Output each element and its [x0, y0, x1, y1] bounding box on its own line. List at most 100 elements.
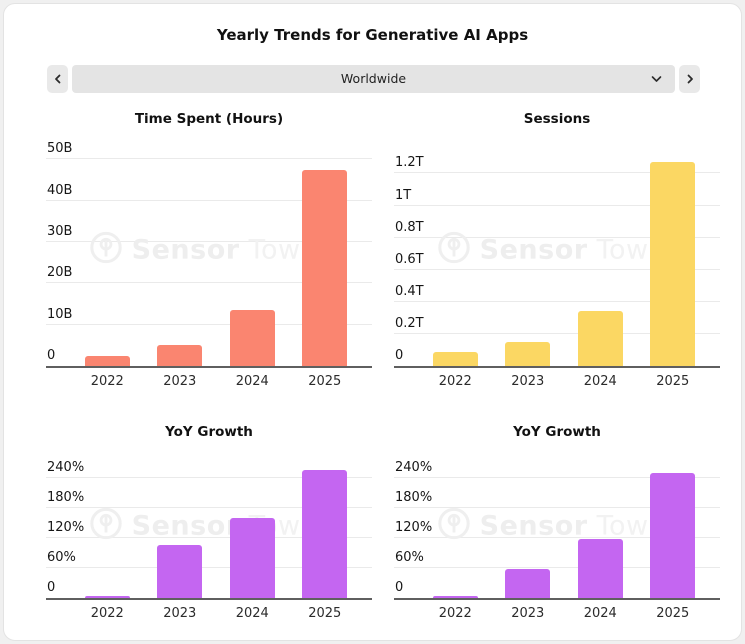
bar-slot-2022	[419, 465, 492, 598]
x-label-2022: 2022	[90, 373, 124, 389]
bar-slot-2025	[637, 151, 710, 366]
bar-2024[interactable]	[229, 517, 275, 598]
bar-slot-2022	[71, 151, 144, 366]
bar-2022[interactable]	[84, 356, 130, 366]
chart-yoy-growth-time-spent: YoY Growth Sensor Tower 0 60% 120% 180% 240% 202…	[46, 424, 372, 622]
gridline-50B	[46, 158, 372, 160]
next-region-button[interactable]	[679, 64, 700, 93]
bar-2022[interactable]	[432, 351, 478, 366]
y-tick-0.6T: 0.6T	[395, 251, 424, 267]
x-label-2023: 2023	[511, 605, 545, 621]
y-tick-50B: 50B	[47, 141, 73, 157]
previous-region-button[interactable]	[47, 64, 68, 93]
gridline-40B	[46, 199, 372, 201]
bar-slot-2024	[216, 465, 289, 598]
chart-sessions: Sessions Sensor Tower 0 0.2T 0.4T 0.6T 0.8T 1T 1.…	[394, 111, 720, 391]
bar-slot-2024	[564, 151, 637, 366]
bar-2025[interactable]	[302, 470, 348, 598]
bar-slot-2024	[216, 151, 289, 366]
x-label-2022: 2022	[438, 605, 472, 621]
bar-2024[interactable]	[229, 310, 275, 366]
gridline-1T	[394, 204, 720, 206]
gridline-10B	[46, 323, 372, 325]
x-label-2024: 2024	[235, 605, 269, 621]
y-tick-180%: 180%	[395, 489, 433, 505]
y-tick-1T: 1T	[395, 187, 412, 203]
gridline-120%	[46, 536, 372, 538]
bar-slot-2022	[71, 465, 144, 598]
y-tick-120%: 120%	[47, 519, 85, 535]
plot-area: Sensor Tower 0 60% 120% 180% 240%	[394, 461, 720, 600]
charts-grid: Time Spent (Hours) Sensor Tower 0 10B 20B 30B 4…	[4, 93, 741, 622]
gridline-60%	[394, 566, 720, 568]
bar-2023[interactable]	[505, 568, 551, 598]
y-tick-180%: 180%	[47, 489, 85, 505]
gridline-20B	[46, 282, 372, 284]
gridline-180%	[394, 506, 720, 508]
bar-2023[interactable]	[157, 345, 203, 366]
y-tick-20B: 20B	[47, 265, 73, 281]
x-label-2023: 2023	[163, 373, 197, 389]
chevron-down-icon	[650, 74, 663, 84]
x-axis-labels: 2022 2023 2024 2025	[71, 373, 361, 391]
x-label-2025: 2025	[656, 373, 690, 389]
bar-slot-2023	[144, 465, 217, 598]
chart-title: Sessions	[523, 110, 591, 127]
y-tick-240%: 240%	[395, 459, 433, 475]
gridline-240%	[394, 476, 720, 478]
region-select-value: Worldwide	[340, 71, 407, 87]
bar-2024[interactable]	[577, 538, 623, 598]
y-tick-10B: 10B	[47, 306, 73, 322]
y-tick-0.8T: 0.8T	[395, 219, 424, 235]
y-tick-60%: 60%	[395, 549, 424, 565]
gridline-60%	[46, 566, 372, 568]
x-axis-labels: 2022 2023 2024 2025	[71, 605, 361, 623]
y-tick-0: 0	[395, 579, 404, 595]
x-label-2022: 2022	[90, 605, 124, 621]
x-label-2023: 2023	[511, 373, 545, 389]
bars-row	[419, 151, 709, 366]
chart-title: YoY Growth	[165, 424, 253, 441]
gridline-0.6T	[394, 268, 720, 270]
x-label-2025: 2025	[656, 605, 690, 621]
chevron-right-icon	[685, 73, 695, 85]
bar-slot-2023	[144, 151, 217, 366]
gridline-0.4T	[394, 300, 720, 302]
chart-title: Time Spent (Hours)	[134, 110, 284, 127]
bar-2024[interactable]	[577, 311, 623, 366]
region-select[interactable]: Worldwide	[72, 64, 675, 93]
x-label-2024: 2024	[583, 605, 617, 621]
bar-2022[interactable]	[84, 596, 130, 598]
bar-slot-2022	[419, 151, 492, 366]
x-label-2024: 2024	[583, 373, 617, 389]
x-axis-labels: 2022 2023 2024 2025	[419, 373, 709, 391]
chevron-left-icon	[53, 73, 63, 85]
y-tick-0: 0	[47, 347, 56, 363]
x-axis-labels: 2022 2023 2024 2025	[419, 605, 709, 623]
bar-2025[interactable]	[650, 162, 696, 366]
chart-yoy-growth-sessions: YoY Growth Sensor Tower 0 60% 120% 180% 240% 202…	[394, 424, 720, 622]
gridline-240%	[46, 476, 372, 478]
bar-2025[interactable]	[302, 169, 348, 366]
y-tick-0.2T: 0.2T	[395, 315, 424, 331]
gridline-30B	[46, 240, 372, 242]
y-tick-1.2T: 1.2T	[395, 155, 424, 171]
dashboard-card: Yearly Trends for Generative AI Apps Wor…	[3, 3, 742, 641]
gridline-0.2T	[394, 332, 720, 334]
chart-time-spent: Time Spent (Hours) Sensor Tower 0 10B 20B 30B 4…	[46, 111, 372, 391]
gridline-0.8T	[394, 236, 720, 238]
bar-2022[interactable]	[432, 596, 478, 598]
bar-2023[interactable]	[157, 545, 203, 598]
bar-slot-2025	[637, 465, 710, 598]
y-tick-0.4T: 0.4T	[395, 283, 424, 299]
x-label-2025: 2025	[308, 373, 342, 389]
plot-area: Sensor Tower 0 0.2T 0.4T 0.6T 0.8T 1T 1.2T	[394, 151, 720, 368]
y-tick-0: 0	[47, 579, 56, 595]
y-tick-40B: 40B	[47, 182, 73, 198]
bar-2025[interactable]	[650, 472, 696, 598]
y-tick-240%: 240%	[47, 459, 85, 475]
plot-area: Sensor Tower 0 60% 120% 180% 240%	[46, 461, 372, 600]
bar-2023[interactable]	[505, 341, 551, 366]
y-tick-60%: 60%	[47, 549, 76, 565]
page-title: Yearly Trends for Generative AI Apps	[216, 26, 529, 44]
